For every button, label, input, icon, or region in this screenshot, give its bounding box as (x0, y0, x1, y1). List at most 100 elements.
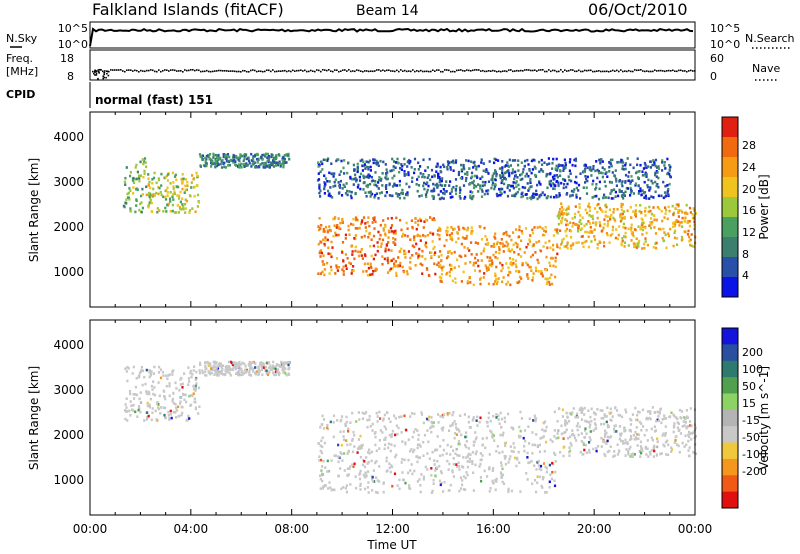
heatmap-cell (523, 429, 527, 432)
heatmap-cell (635, 171, 638, 175)
heatmap-cell (445, 452, 448, 455)
heatmap-cell (377, 187, 380, 190)
heatmap-cell (439, 197, 442, 201)
heatmap-cell (565, 411, 568, 415)
heatmap-cell (620, 205, 623, 209)
heatmap-cell (567, 419, 571, 423)
heatmap-cell (614, 169, 617, 172)
heatmap-cell (213, 365, 217, 369)
heatmap-cell (666, 217, 669, 221)
heatmap-cell (637, 184, 640, 188)
freq-point (128, 69, 130, 71)
heatmap-cell (641, 408, 644, 412)
heatmap-cell (393, 262, 396, 266)
heatmap-cell (129, 414, 132, 417)
heatmap-cell (454, 281, 457, 284)
heatmap-cell (267, 371, 271, 374)
heatmap-cell (353, 434, 356, 437)
heatmap-cell (216, 365, 219, 368)
heatmap-cell (532, 192, 535, 196)
heatmap-cell (450, 226, 453, 229)
heatmap-cell (338, 191, 341, 194)
freq-point (422, 70, 424, 73)
heatmap-cell (374, 171, 377, 174)
heatmap-cell (171, 171, 174, 175)
freq-point (266, 69, 268, 71)
heatmap-cell (480, 161, 483, 164)
heatmap-cell (620, 432, 623, 435)
heatmap-cell (363, 253, 367, 256)
heatmap-cell (655, 246, 658, 250)
velocity-tick-marks (89, 320, 696, 515)
heatmap-cell (338, 184, 341, 188)
heatmap-cell (444, 190, 447, 193)
heatmap-cell (394, 455, 397, 459)
freq-point (548, 69, 550, 71)
freq-point (624, 70, 626, 72)
heatmap-cell (181, 197, 184, 201)
heatmap-cell (677, 203, 680, 207)
heatmap-cell (424, 169, 427, 172)
heatmap-cell (504, 462, 507, 466)
heatmap-cell (548, 261, 551, 265)
heatmap-cell (393, 264, 396, 268)
freq-point (130, 69, 132, 71)
heatmap-cell (353, 445, 356, 448)
heatmap-cell (347, 429, 350, 433)
freq-point (98, 68, 101, 71)
heatmap-cell (457, 465, 460, 468)
heatmap-cell (359, 444, 362, 448)
heatmap-cell (552, 264, 555, 268)
heatmap-cell (383, 257, 386, 261)
heatmap-cell (648, 224, 651, 227)
heatmap-cell (139, 202, 142, 206)
heatmap-cell (359, 469, 362, 473)
heatmap-cell (241, 373, 244, 376)
heatmap-cell (393, 242, 396, 245)
heatmap-cell (419, 219, 423, 223)
heatmap-cell (213, 373, 216, 376)
heatmap-cell (604, 184, 607, 188)
heatmap-cell (488, 453, 491, 456)
heatmap-cell (542, 462, 546, 465)
heatmap-cell (432, 482, 435, 485)
heatmap-cell (492, 434, 495, 437)
heatmap-cell (466, 171, 469, 174)
heatmap-cell (393, 184, 397, 187)
heatmap-cell (375, 159, 378, 163)
heatmap-cell (653, 411, 656, 414)
heatmap-cell (258, 165, 261, 169)
heatmap-cell (544, 241, 547, 245)
heatmap-cell (319, 249, 323, 252)
heatmap-cell (384, 438, 387, 441)
heatmap-cell (423, 187, 426, 191)
heatmap-cell (273, 373, 276, 377)
heatmap-cell (372, 217, 375, 220)
heatmap-cell (252, 367, 255, 371)
freq-point (596, 70, 598, 72)
heatmap-cell (644, 172, 647, 176)
heatmap-cell (172, 410, 175, 414)
heatmap-cell (529, 181, 532, 184)
heatmap-cell (580, 222, 583, 226)
heatmap-cell (546, 280, 549, 284)
heatmap-cell (145, 390, 148, 393)
heatmap-cell (437, 176, 440, 180)
heatmap-cell (519, 173, 522, 177)
heatmap-cell (239, 368, 242, 371)
colorbar-segment (722, 137, 738, 158)
power-tick-marks (89, 112, 696, 307)
heatmap-cell (495, 192, 498, 196)
heatmap-cell (415, 242, 418, 246)
heatmap-cell (263, 163, 266, 166)
heatmap-cell (467, 420, 470, 424)
heatmap-cell (431, 240, 434, 243)
heatmap-cell (588, 231, 591, 234)
heatmap-cell (672, 222, 675, 225)
heatmap-cell (330, 488, 333, 492)
heatmap-cell (560, 220, 563, 223)
heatmap-cell (460, 168, 463, 171)
site-title: Falkland Islands (fitACF) (92, 0, 284, 19)
heatmap-cell (281, 368, 284, 372)
heatmap-cell (134, 166, 137, 169)
